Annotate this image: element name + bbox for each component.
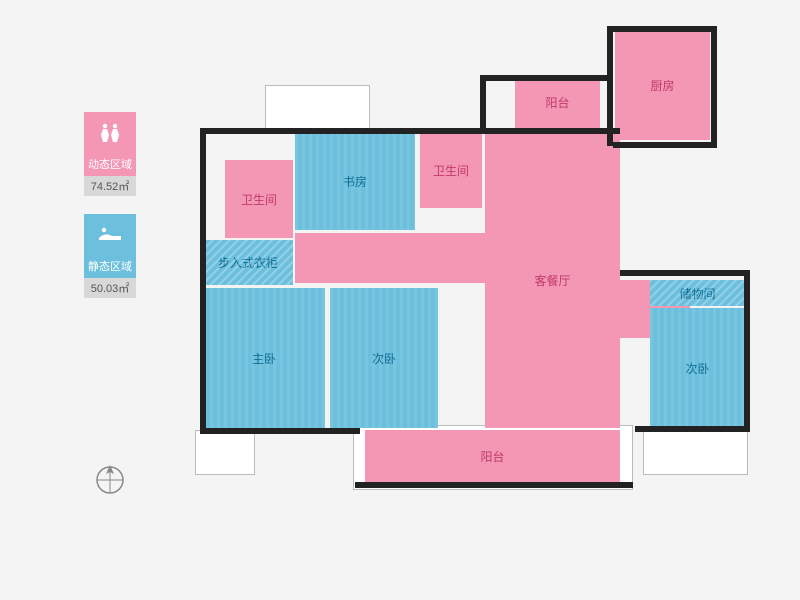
people-icon	[98, 120, 122, 144]
wall	[620, 270, 750, 276]
balcony-frame	[195, 430, 255, 475]
wall	[635, 426, 750, 432]
wall	[607, 26, 613, 146]
room-storage: 储物间	[650, 280, 745, 306]
room-walkin: 步入式衣柜	[203, 240, 293, 285]
room-balcony-top: 阳台	[515, 75, 600, 130]
wall	[355, 482, 633, 488]
legend-dynamic-label: 动态区域	[84, 152, 136, 176]
room-balcony-bottom: 阳台	[365, 430, 620, 482]
wall	[613, 142, 717, 148]
room-study: 书房	[295, 133, 415, 230]
room-master: 主卧	[203, 288, 325, 428]
room-label-master: 主卧	[252, 350, 276, 367]
room-bedroom-2: 次卧	[330, 288, 438, 428]
legend-static-label: 静态区域	[84, 254, 136, 278]
compass-icon	[92, 462, 128, 498]
legend-dynamic-value: 74.52㎡	[84, 176, 136, 196]
wall	[480, 75, 486, 133]
room-label-bathroom-1: 卫生间	[241, 191, 277, 208]
wall	[744, 270, 750, 430]
room-living-ext	[295, 233, 485, 283]
balcony-frame	[643, 430, 748, 475]
room-kitchen: 厨房	[615, 30, 710, 140]
room-label-bedroom-2: 次卧	[372, 350, 396, 367]
room-label-kitchen: 厨房	[650, 77, 674, 94]
room-label-study: 书房	[343, 173, 367, 190]
floorplan: 厨房阳台卫生间书房卫生间客餐厅步入式衣柜主卧次卧次卧储物间阳台	[195, 30, 755, 560]
wall	[200, 428, 360, 434]
legend-dynamic-icon	[84, 112, 136, 152]
room-label-balcony-bottom: 阳台	[480, 448, 504, 465]
room-label-bathroom-2: 卫生间	[433, 162, 469, 179]
legend-static-value: 50.03㎡	[84, 278, 136, 298]
room-bathroom-2: 卫生间	[420, 133, 482, 208]
room-label-storage: 储物间	[679, 285, 715, 302]
room-bedroom-3: 次卧	[650, 308, 745, 428]
room-living: 客餐厅	[485, 133, 620, 428]
rest-icon	[97, 224, 123, 244]
wall	[200, 128, 620, 134]
wall	[607, 26, 717, 32]
wall	[711, 26, 717, 146]
wall	[480, 75, 610, 81]
room-bathroom-1: 卫生间	[225, 160, 293, 238]
wall	[200, 128, 206, 433]
room-label-living: 客餐厅	[534, 272, 570, 289]
room-label-bedroom-3: 次卧	[685, 360, 709, 377]
room-label-balcony-top: 阳台	[545, 94, 569, 111]
legend: 动态区域 74.52㎡ 静态区域 50.03㎡	[78, 112, 142, 316]
legend-static-icon	[84, 214, 136, 254]
room-label-walkin: 步入式衣柜	[218, 254, 278, 271]
balcony-frame	[265, 85, 370, 130]
